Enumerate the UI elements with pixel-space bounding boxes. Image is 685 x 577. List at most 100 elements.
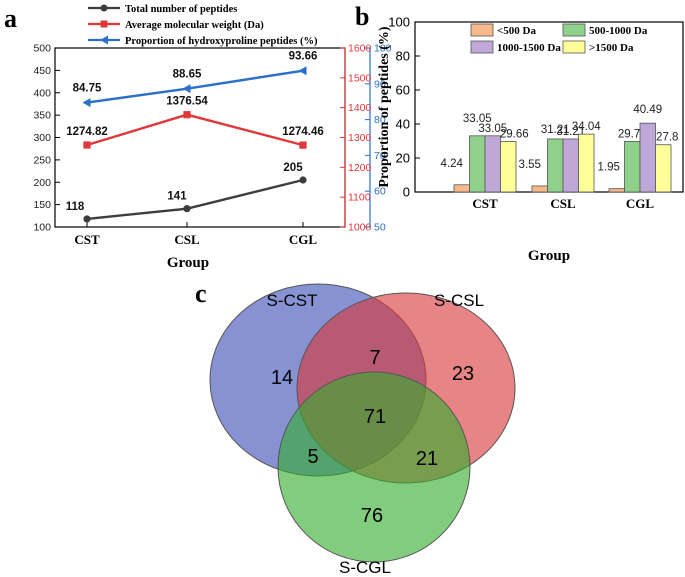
x-tick-label-cgl: CGL xyxy=(289,232,318,247)
hyp-tick-label: 70 xyxy=(374,150,386,162)
mw-tick-label: 1000 xyxy=(348,222,372,234)
panel-label-a: a xyxy=(4,4,17,33)
venn-circle-s-cgl xyxy=(277,371,471,563)
venn-count-cst-csl: 7 xyxy=(369,347,380,369)
b-legend-item-3: >1500 Da xyxy=(562,40,634,54)
left-tick-label: 450 xyxy=(33,65,51,77)
hyp-tick-label: 100 xyxy=(374,43,392,55)
venn-set-label-s-csl: S-CSL xyxy=(434,291,484,310)
data-point xyxy=(183,205,191,213)
left-tick-label: 200 xyxy=(33,177,51,189)
bar xyxy=(547,138,564,193)
b-legend-item-0: <500 Da xyxy=(470,23,536,37)
bar xyxy=(562,138,579,193)
b-y-tick-label: 80 xyxy=(396,49,410,64)
venn-set-label-s-cgl: S-CGL xyxy=(339,558,391,577)
left-tick-label: 300 xyxy=(33,132,51,144)
legend-a: Total number of peptides Average molecula… xyxy=(88,4,318,47)
legend-b: <500 Da 500-1000 Da 1000-1500 Da >1500 Da xyxy=(470,23,648,54)
data-label: 1274.46 xyxy=(282,126,324,138)
mw-tick-label: 1400 xyxy=(348,102,372,114)
bar xyxy=(624,141,641,193)
line-series-a: 118 141 205 1274.82 1376.54 1274.46 84.75 88.65… xyxy=(66,51,324,223)
series-line xyxy=(86,113,304,147)
b-legend-label: 1000-1500 Da xyxy=(497,42,561,54)
mw-tick-label: 1100 xyxy=(348,192,371,204)
data-point xyxy=(298,66,307,76)
mw-tick-label: 1600 xyxy=(348,43,372,55)
x-tick-label-cst: CST xyxy=(74,232,100,247)
bar xyxy=(531,185,548,193)
bar xyxy=(500,141,517,193)
series-line xyxy=(86,178,304,221)
hyp-tick-label: 50 xyxy=(374,222,386,234)
left-tick-label: 150 xyxy=(33,199,51,211)
hyp-tick-label: 80 xyxy=(374,114,386,126)
data-label: 93.66 xyxy=(289,51,318,63)
panel-c: c S-CST S-CSL S-CGL 14 7 23 71 5 21 76 xyxy=(195,279,516,577)
legend-label: Proportion of hydroxyproline peptides (%… xyxy=(125,36,318,47)
b-y-tick-label: 40 xyxy=(396,117,410,132)
left-tick-label: 350 xyxy=(33,110,51,122)
bar xyxy=(453,184,470,193)
bar-label: 4.24 xyxy=(441,158,464,170)
y-axis-title-b: Proportion of peptides (%) xyxy=(377,26,392,187)
mw-tick-label: 1500 xyxy=(348,72,372,84)
bar-series-2: 33.05 31.21 40.49 xyxy=(478,104,662,193)
bar-label: 3.55 xyxy=(519,159,541,171)
bar-series-0: 4.24 3.55 1.95 xyxy=(441,158,625,193)
data-label: 84.75 xyxy=(73,83,102,95)
hyp-tick-label: 60 xyxy=(374,186,386,198)
venn-count-all: 71 xyxy=(364,406,386,428)
b-y-tick-label: 100 xyxy=(388,15,410,30)
b-legend-swatch xyxy=(562,40,586,54)
x-axis-title-a: Group xyxy=(167,255,209,271)
bar-series-3: 29.66 34.04 27.8 xyxy=(500,121,678,193)
venn-count-only-cgl: 76 xyxy=(361,505,383,527)
data-point xyxy=(82,98,91,108)
series-1: 1274.82 1376.54 1274.46 xyxy=(66,96,324,149)
left-tick-label: 400 xyxy=(33,87,51,99)
bar xyxy=(655,144,672,193)
venn-count-only-csl: 23 xyxy=(452,363,474,385)
bar xyxy=(639,122,656,193)
b-x-tick-label-cst: CST xyxy=(472,196,498,211)
legend-marker xyxy=(100,4,108,12)
data-label: 205 xyxy=(283,162,303,174)
bar-series-b: 4.24 3.55 1.95 33.05 31.21 29.76 33.05 31.21 40.… xyxy=(441,104,678,193)
bar xyxy=(469,135,486,193)
b-x-tick-label-cgl: CGL xyxy=(626,196,655,211)
bar-label: 31.21 xyxy=(556,126,585,138)
panel-label-c: c xyxy=(195,279,207,308)
bar-label: 33.05 xyxy=(463,113,492,125)
data-point xyxy=(83,141,91,149)
bar xyxy=(484,135,501,193)
y-axis-ticks-b: 0 20 40 60 80 100 xyxy=(388,15,420,200)
b-legend-item-1: 500-1000 Da xyxy=(562,23,648,37)
bar-label: 40.49 xyxy=(633,104,662,116)
b-legend-label: >1500 Da xyxy=(589,42,634,54)
legend-marker xyxy=(100,35,108,45)
bar-label: 33.05 xyxy=(478,123,507,135)
series-2: 84.75 88.65 93.66 xyxy=(73,51,318,108)
bar-label: 29.76 xyxy=(618,128,647,140)
data-point xyxy=(299,176,307,184)
legend-label: Average molecular weight (Da) xyxy=(125,20,264,31)
left-tick-label: 250 xyxy=(33,154,51,166)
legend-label: Total number of peptides xyxy=(125,4,237,15)
legend-item-2: Proportion of hydroxyproline peptides (%… xyxy=(88,35,318,47)
data-point xyxy=(83,215,91,223)
venn-count-csl-cgl: 21 xyxy=(416,448,438,470)
data-label: 88.65 xyxy=(173,69,202,81)
bar-label: 27.8 xyxy=(656,132,678,144)
data-point xyxy=(182,84,191,94)
data-label: 118 xyxy=(66,201,85,213)
panel-a: a 100 150 200 250 300 350 400 450 500 1000 1100 12… xyxy=(4,4,392,271)
legend-item-1: Average molecular weight (Da) xyxy=(88,20,264,31)
data-point xyxy=(299,141,307,149)
left-axis-ticks: 100 150 200 250 300 350 400 450 500 xyxy=(33,43,60,234)
b-legend-swatch xyxy=(470,40,494,54)
bar-label: 29.66 xyxy=(500,129,529,141)
bar xyxy=(578,133,595,193)
legend-item-0: Total number of peptides xyxy=(88,4,237,15)
